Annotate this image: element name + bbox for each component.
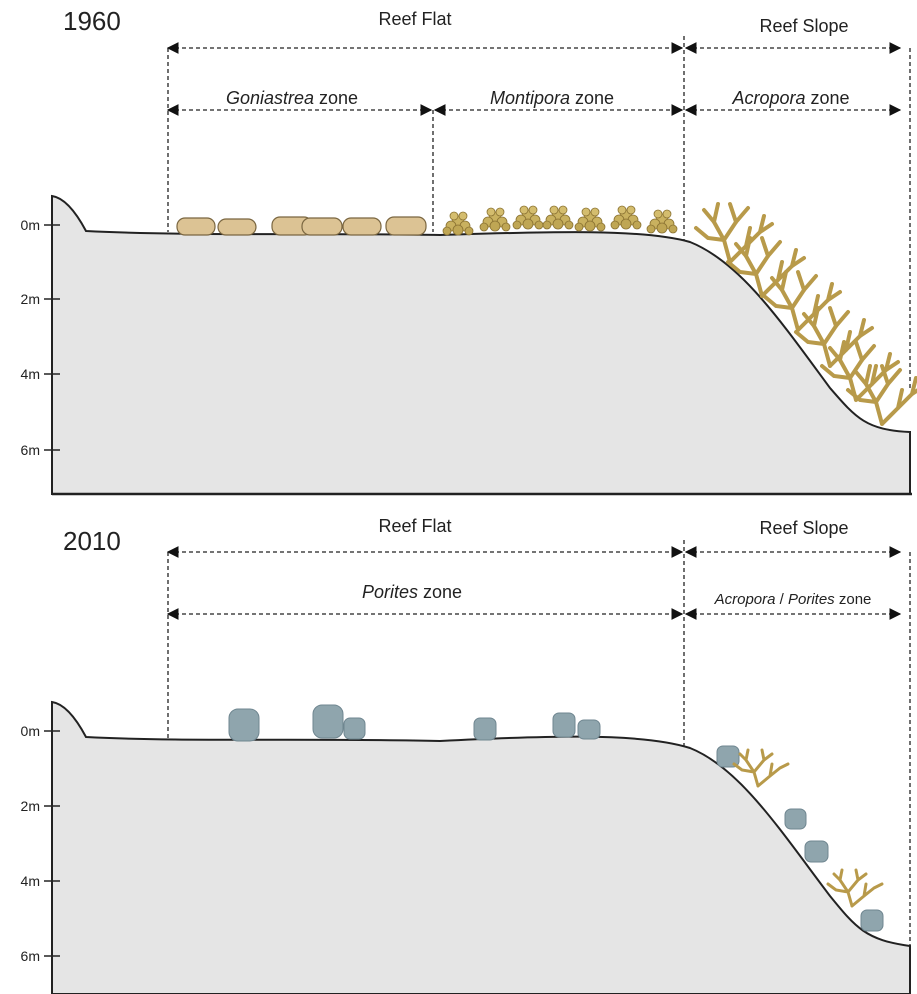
reef-flat-label: Reef Flat [378, 516, 451, 536]
depth-axis: 0m 2m 4m 6m [21, 217, 60, 458]
depth-label-0m: 0m [21, 217, 40, 233]
depth-label-0m: 0m [21, 723, 40, 739]
porites-zone-label: Porites zone [362, 582, 462, 602]
montipora-zone-label: Montipora zone [490, 88, 614, 108]
depth-label-4m: 4m [21, 366, 40, 382]
depth-axis: 0m 2m 4m 6m [21, 723, 60, 964]
panel-year-label: 1960 [63, 6, 121, 36]
depth-label-2m: 2m [21, 291, 40, 307]
acropora-porites-zone-label: Acropora / Porites zone [714, 591, 872, 608]
panel-2010: 2010 Reef Flat Reef Slope Porites zone A… [21, 516, 911, 994]
acropora-zone-label: Acropora zone [731, 88, 849, 108]
depth-label-6m: 6m [21, 442, 40, 458]
depth-label-2m: 2m [21, 798, 40, 814]
depth-label-4m: 4m [21, 873, 40, 889]
depth-label-6m: 6m [21, 948, 40, 964]
reef-cross-section [51, 700, 911, 994]
reef-slope-label: Reef Slope [759, 16, 848, 36]
goniastrea-zone-label: Goniastrea zone [226, 88, 358, 108]
reef-cross-section [51, 194, 911, 495]
reef-flat-label: Reef Flat [378, 9, 451, 29]
panel-1960: 1960 Reef Flat Reef Slope Goniastrea zon… [21, 6, 917, 496]
goniastrea-colonies [176, 216, 427, 236]
porites-colonies [228, 704, 884, 932]
reef-slope-label: Reef Slope [759, 518, 848, 538]
panel-year-label: 2010 [63, 526, 121, 556]
montipora-colonies [442, 205, 678, 236]
